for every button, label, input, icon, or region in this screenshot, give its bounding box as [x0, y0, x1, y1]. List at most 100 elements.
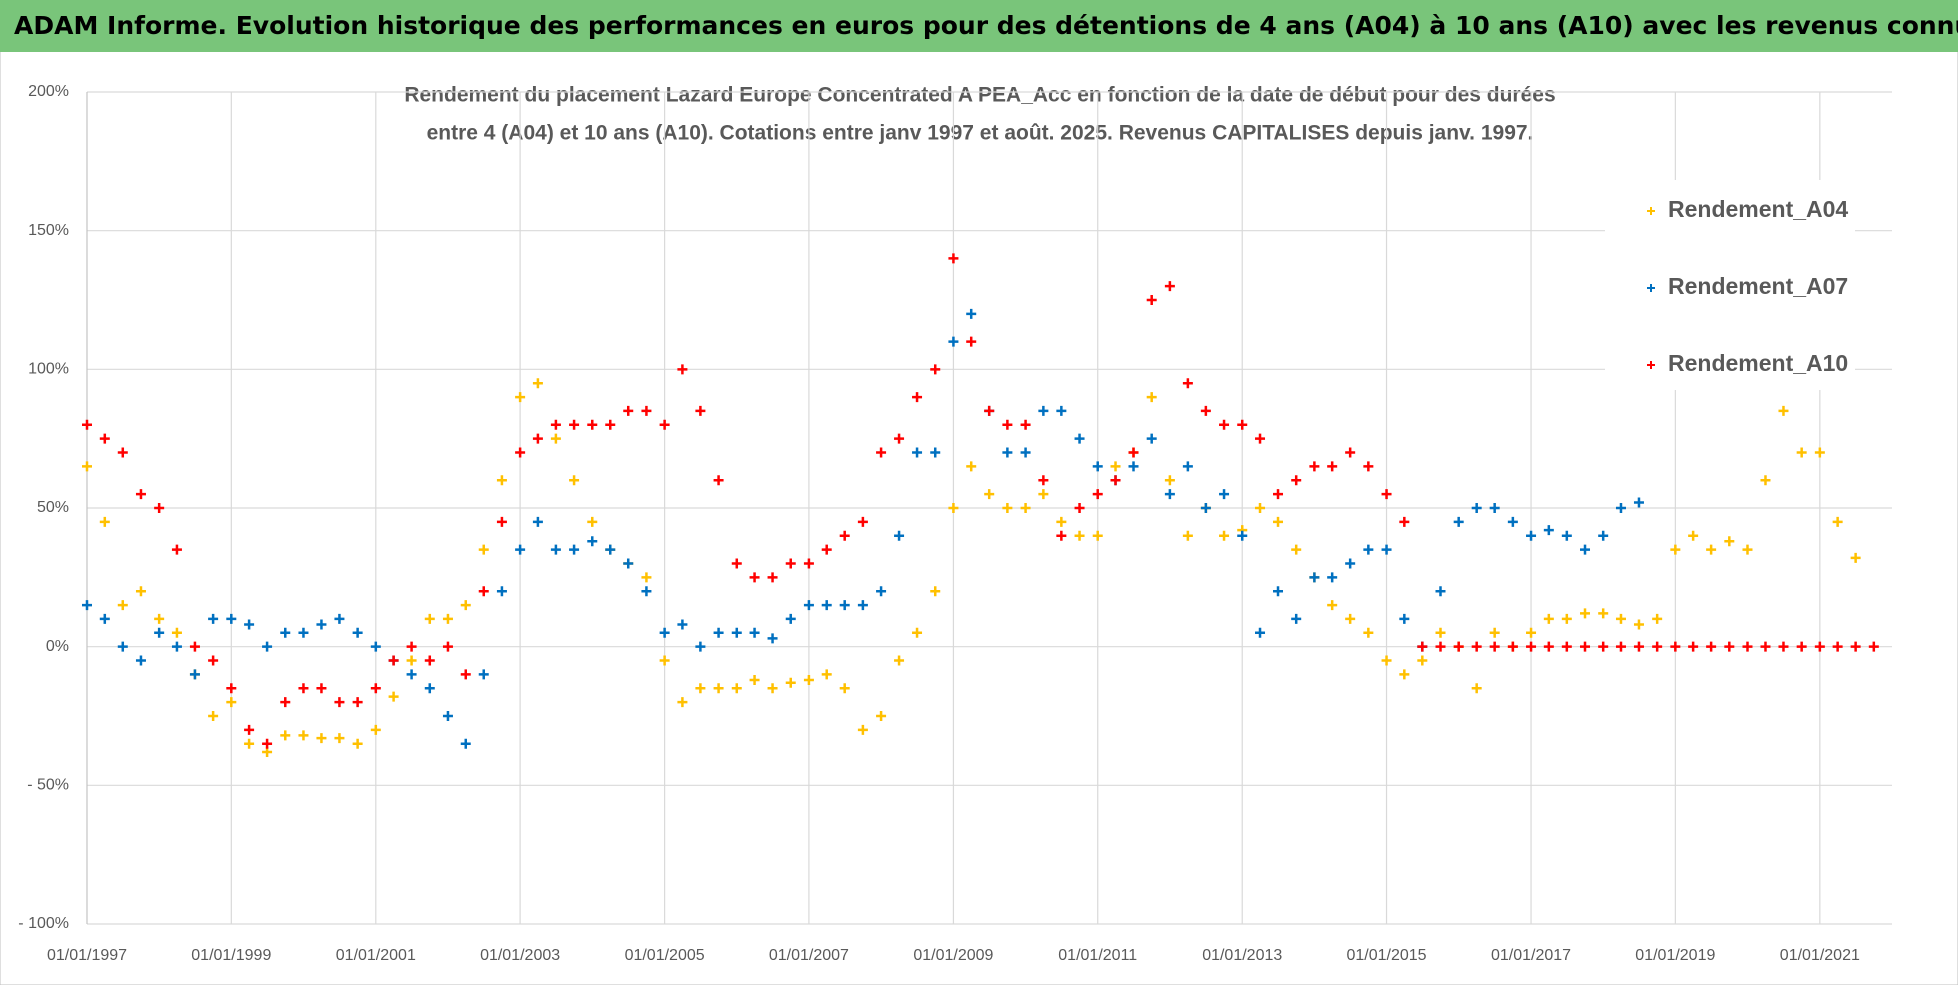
legend-label: Rendement_A10	[1668, 350, 1848, 376]
data-point	[1868, 641, 1879, 652]
data-point	[117, 600, 128, 611]
data-point	[1796, 641, 1807, 652]
data-point	[1038, 405, 1049, 416]
data-point	[1327, 600, 1338, 611]
data-point	[550, 544, 561, 555]
x-tick-label: 01/01/1999	[191, 947, 271, 964]
header-bar	[0, 0, 1958, 52]
data-point	[930, 447, 941, 458]
data-point	[515, 544, 526, 555]
data-point	[352, 697, 363, 708]
data-point	[713, 683, 724, 694]
data-point	[1652, 641, 1663, 652]
data-point	[1273, 586, 1284, 597]
data-point	[1580, 641, 1591, 652]
data-point	[1182, 461, 1193, 472]
data-point	[984, 405, 995, 416]
data-point	[532, 516, 543, 527]
data-point	[948, 503, 959, 513]
data-point	[966, 336, 977, 347]
data-point	[1850, 552, 1861, 563]
data-point	[605, 419, 616, 430]
data-point	[532, 378, 543, 389]
data-point	[154, 503, 165, 513]
data-point	[894, 530, 905, 541]
data-point	[298, 683, 309, 694]
data-point	[1435, 586, 1446, 597]
data-point	[1309, 461, 1320, 472]
data-point	[1291, 544, 1302, 555]
data-point	[1399, 669, 1410, 680]
data-point	[1832, 516, 1843, 527]
data-point	[298, 730, 309, 741]
data-point	[1580, 544, 1591, 555]
data-point	[1092, 489, 1103, 500]
data-point	[1255, 627, 1266, 638]
data-point	[189, 641, 200, 652]
data-point	[1345, 613, 1356, 624]
data-point	[821, 669, 832, 680]
data-point	[623, 405, 634, 416]
data-point	[280, 730, 291, 741]
data-point	[1633, 497, 1644, 508]
y-tick-label: - 50%	[27, 777, 69, 794]
data-point	[1200, 503, 1211, 513]
data-point	[171, 641, 182, 652]
data-point	[99, 516, 110, 527]
data-point	[334, 613, 345, 624]
data-point	[894, 433, 905, 444]
data-point	[460, 738, 471, 749]
data-point	[1526, 641, 1537, 652]
data-point	[316, 683, 327, 694]
data-point	[1056, 405, 1067, 416]
data-point	[1471, 683, 1482, 694]
legend-box	[1605, 180, 1855, 390]
data-point	[912, 392, 923, 403]
data-point	[785, 677, 796, 688]
data-point	[262, 738, 273, 749]
data-point	[1164, 281, 1175, 292]
data-point	[641, 405, 652, 416]
data-point	[1074, 530, 1085, 541]
data-point	[99, 433, 110, 444]
data-point	[226, 613, 237, 624]
data-point	[135, 586, 146, 597]
data-point	[948, 253, 959, 264]
data-point	[1146, 295, 1157, 305]
data-point	[1291, 613, 1302, 624]
data-point	[1327, 461, 1338, 472]
data-point	[1020, 419, 1031, 430]
data-point	[569, 419, 580, 430]
data-point	[1814, 447, 1825, 458]
data-point	[82, 461, 92, 472]
data-point	[569, 475, 580, 486]
data-point	[1002, 503, 1013, 513]
data-point	[1110, 475, 1121, 486]
data-point	[587, 536, 598, 547]
data-point	[677, 619, 688, 630]
data-point	[388, 691, 399, 702]
data-point	[226, 697, 237, 708]
data-point	[731, 627, 742, 638]
data-point	[496, 516, 507, 527]
data-point	[876, 711, 887, 721]
data-point	[767, 572, 778, 583]
data-point	[1543, 613, 1554, 624]
data-point	[1615, 641, 1626, 652]
data-point	[1219, 530, 1230, 541]
data-point	[713, 475, 724, 486]
header-title: ADAM Informe. Evolution historique des p…	[14, 11, 1958, 40]
data-point	[839, 530, 850, 541]
data-point	[803, 558, 814, 569]
data-point	[1652, 613, 1663, 624]
data-point	[244, 738, 255, 749]
data-point	[677, 364, 688, 375]
data-point	[857, 724, 868, 735]
data-point	[1615, 503, 1626, 513]
data-point	[316, 733, 327, 744]
data-point	[280, 697, 291, 708]
data-point	[1164, 475, 1175, 486]
data-point	[1273, 489, 1284, 500]
x-tick-label: 01/01/2015	[1346, 947, 1426, 964]
